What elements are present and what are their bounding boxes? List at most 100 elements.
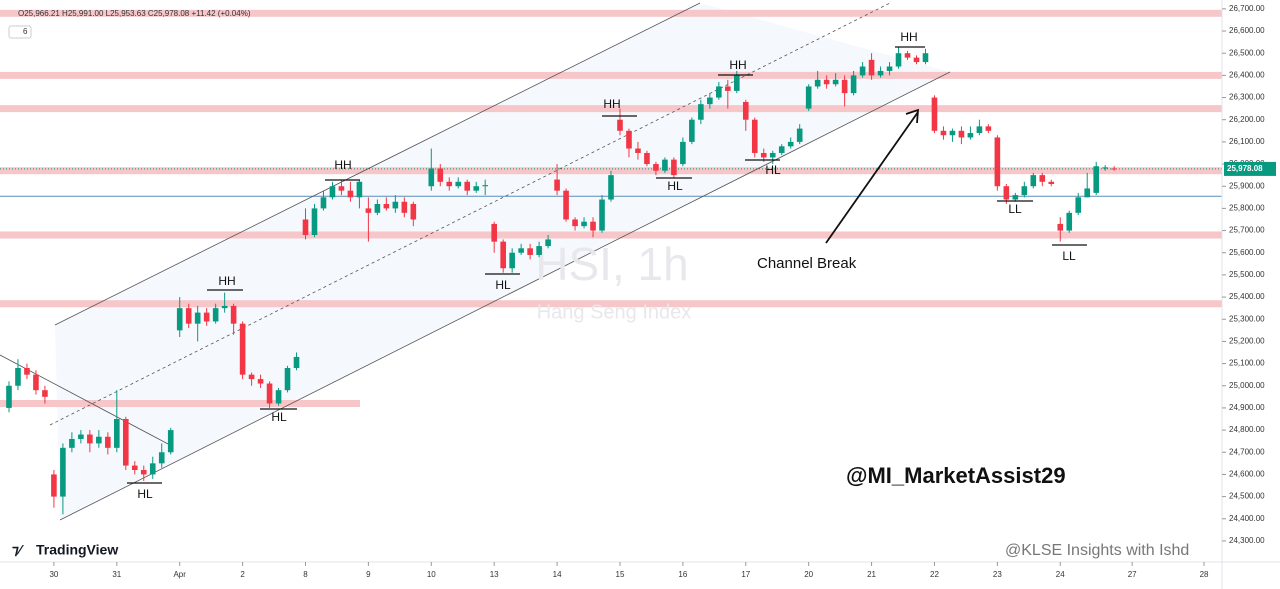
candle <box>437 164 444 187</box>
candle <box>266 381 273 408</box>
candle-body <box>662 159 668 171</box>
brand: TradingView <box>36 542 118 558</box>
candle-body <box>365 208 372 213</box>
candle <box>680 137 686 167</box>
candle <box>626 128 632 158</box>
candle <box>239 321 246 380</box>
candle <box>374 199 381 216</box>
candle-body <box>985 126 992 131</box>
candle-body <box>742 101 749 120</box>
candle-body <box>1048 181 1055 185</box>
candle <box>212 303 219 324</box>
x-tick-label: 22 <box>930 570 939 579</box>
swing-label: HL <box>495 278 511 292</box>
y-tick-label: 26,400.00 <box>1229 70 1265 79</box>
swing-label: HH <box>729 58 746 72</box>
candle <box>617 108 623 136</box>
candle <box>751 117 758 158</box>
candle-body <box>176 308 183 331</box>
candle <box>185 303 192 329</box>
candle-body <box>572 219 578 227</box>
candle <box>464 179 471 196</box>
candle-body <box>644 152 650 165</box>
candle-body <box>599 199 605 231</box>
swing-label: HL <box>137 487 153 501</box>
candle <box>482 179 489 196</box>
candle-body <box>590 221 596 231</box>
candle-body <box>626 130 632 149</box>
candle <box>347 181 354 202</box>
resistance-zone <box>0 300 1222 308</box>
candle-body <box>1066 212 1073 231</box>
candle <box>778 144 785 156</box>
y-tick-label: 26,500.00 <box>1229 48 1265 57</box>
candle-body <box>716 86 722 98</box>
candle <box>392 195 399 213</box>
candle <box>1084 172 1091 198</box>
watermark-title: HSI, 1h <box>535 238 688 290</box>
candle-body <box>140 469 147 475</box>
candle-body <box>545 239 551 247</box>
candle-body <box>149 463 156 475</box>
candle-body <box>707 97 713 105</box>
swing-label: LL <box>1008 202 1022 216</box>
candle <box>922 48 929 65</box>
candle <box>769 150 776 165</box>
candle <box>428 148 435 191</box>
candle <box>554 164 560 196</box>
candle <box>401 197 408 218</box>
candle-body <box>886 66 893 71</box>
y-tick-label: 24,700.00 <box>1229 447 1265 456</box>
x-tick-label: 9 <box>366 570 371 579</box>
candle <box>87 430 93 453</box>
y-tick-label: 25,600.00 <box>1229 248 1265 257</box>
candle <box>895 46 902 69</box>
candle-body <box>284 368 291 391</box>
credit: @KLSE Insights with Ishd <box>1005 542 1189 559</box>
candle-body <box>949 130 956 136</box>
candle <box>805 84 812 111</box>
candle <box>949 128 956 142</box>
candle-body <box>275 390 282 404</box>
channel-mid <box>49 2 891 426</box>
candle <box>671 157 677 178</box>
candle-body <box>15 368 21 386</box>
candle <box>6 381 12 413</box>
candle-body <box>769 152 776 158</box>
y-tick-label: 26,300.00 <box>1229 93 1265 102</box>
candle-body <box>608 175 614 200</box>
candle <box>131 461 138 475</box>
candle <box>338 179 345 196</box>
candle-body <box>221 305 228 309</box>
y-tick-label: 25,400.00 <box>1229 292 1265 301</box>
candle-body <box>689 119 695 142</box>
candle-body <box>78 434 84 439</box>
candle-body <box>733 75 740 91</box>
candle-body <box>832 79 839 85</box>
candle <box>877 66 884 78</box>
candle-body <box>311 208 318 235</box>
candle-body <box>374 203 381 213</box>
candle <box>1066 210 1073 233</box>
y-tick-label: 25,800.00 <box>1229 204 1265 213</box>
x-tick-label: 21 <box>867 570 876 579</box>
candle-body <box>922 53 929 63</box>
last-price-tag <box>1224 161 1276 176</box>
candle-body <box>338 186 345 191</box>
y-tick-label: 25,500.00 <box>1229 270 1265 279</box>
candle-body <box>635 148 641 153</box>
x-tick-label: 31 <box>112 570 121 579</box>
candle <box>1075 192 1082 216</box>
y-tick-label: 25,300.00 <box>1229 314 1265 323</box>
candle <box>203 308 210 326</box>
candle-body <box>931 97 938 131</box>
candle <box>356 179 363 209</box>
candle <box>913 55 920 65</box>
candle-body <box>877 70 884 76</box>
candle-body <box>60 447 66 497</box>
x-tick-label: 17 <box>741 570 750 579</box>
candle-body <box>868 59 875 76</box>
brand-logo: ⁊⁄ <box>12 542 24 558</box>
candle-body <box>1084 188 1091 198</box>
